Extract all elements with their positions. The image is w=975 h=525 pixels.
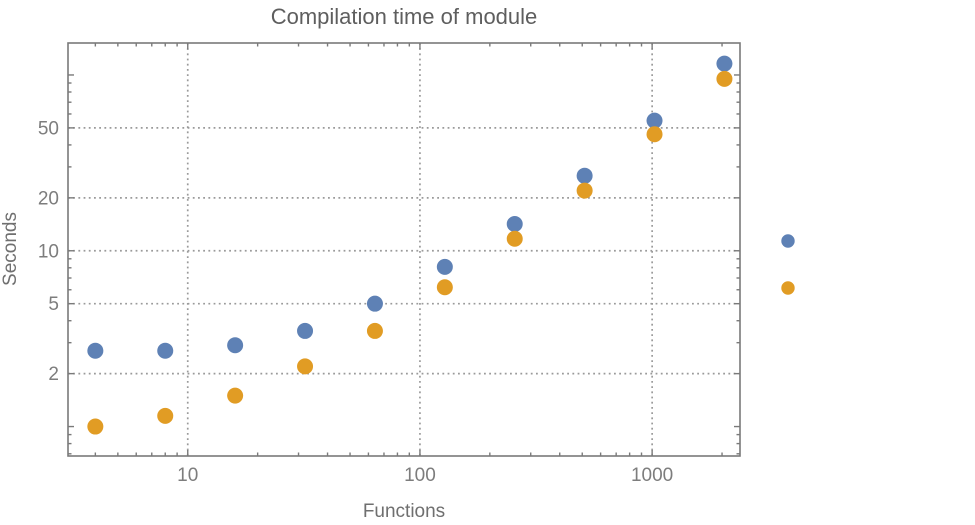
- y-tick-label-50: 50: [38, 118, 59, 139]
- x-axis-label: Functions: [362, 501, 446, 522]
- point-blue-4: [87, 342, 104, 359]
- point-orange-32: [297, 358, 314, 375]
- legend-marker-blue: [781, 234, 795, 248]
- point-orange-8: [157, 407, 174, 424]
- point-orange-256: [506, 230, 523, 247]
- point-orange-16: [227, 387, 244, 404]
- x-tick-label-1000: 1000: [631, 465, 673, 486]
- point-orange-64: [366, 322, 383, 339]
- plot-frame: [67, 42, 741, 457]
- y-tick-label-10: 10: [38, 241, 59, 262]
- point-blue-8: [157, 342, 174, 359]
- point-blue-256: [506, 215, 523, 232]
- point-orange-4: [87, 418, 104, 435]
- point-blue-32: [297, 322, 314, 339]
- point-blue-16: [227, 337, 244, 354]
- point-blue-1024: [646, 112, 663, 129]
- point-blue-512: [576, 167, 593, 184]
- point-orange-1024: [646, 126, 663, 143]
- y-tick-label-2: 2: [48, 364, 59, 385]
- y-axis-label: Seconds: [0, 212, 21, 286]
- chart-title: Compilation time of module: [270, 4, 538, 29]
- point-orange-128: [436, 279, 453, 296]
- y-tick-label-20: 20: [38, 188, 59, 209]
- point-blue-128: [436, 258, 453, 275]
- point-blue-64: [366, 295, 383, 312]
- point-orange-2048: [716, 70, 733, 87]
- x-tick-label-10: 10: [177, 465, 198, 486]
- legend-marker-orange: [781, 281, 795, 295]
- x-tick-label-100: 100: [404, 465, 436, 486]
- y-tick-label-5: 5: [48, 294, 59, 315]
- point-blue-2048: [716, 55, 733, 72]
- point-orange-512: [576, 182, 593, 199]
